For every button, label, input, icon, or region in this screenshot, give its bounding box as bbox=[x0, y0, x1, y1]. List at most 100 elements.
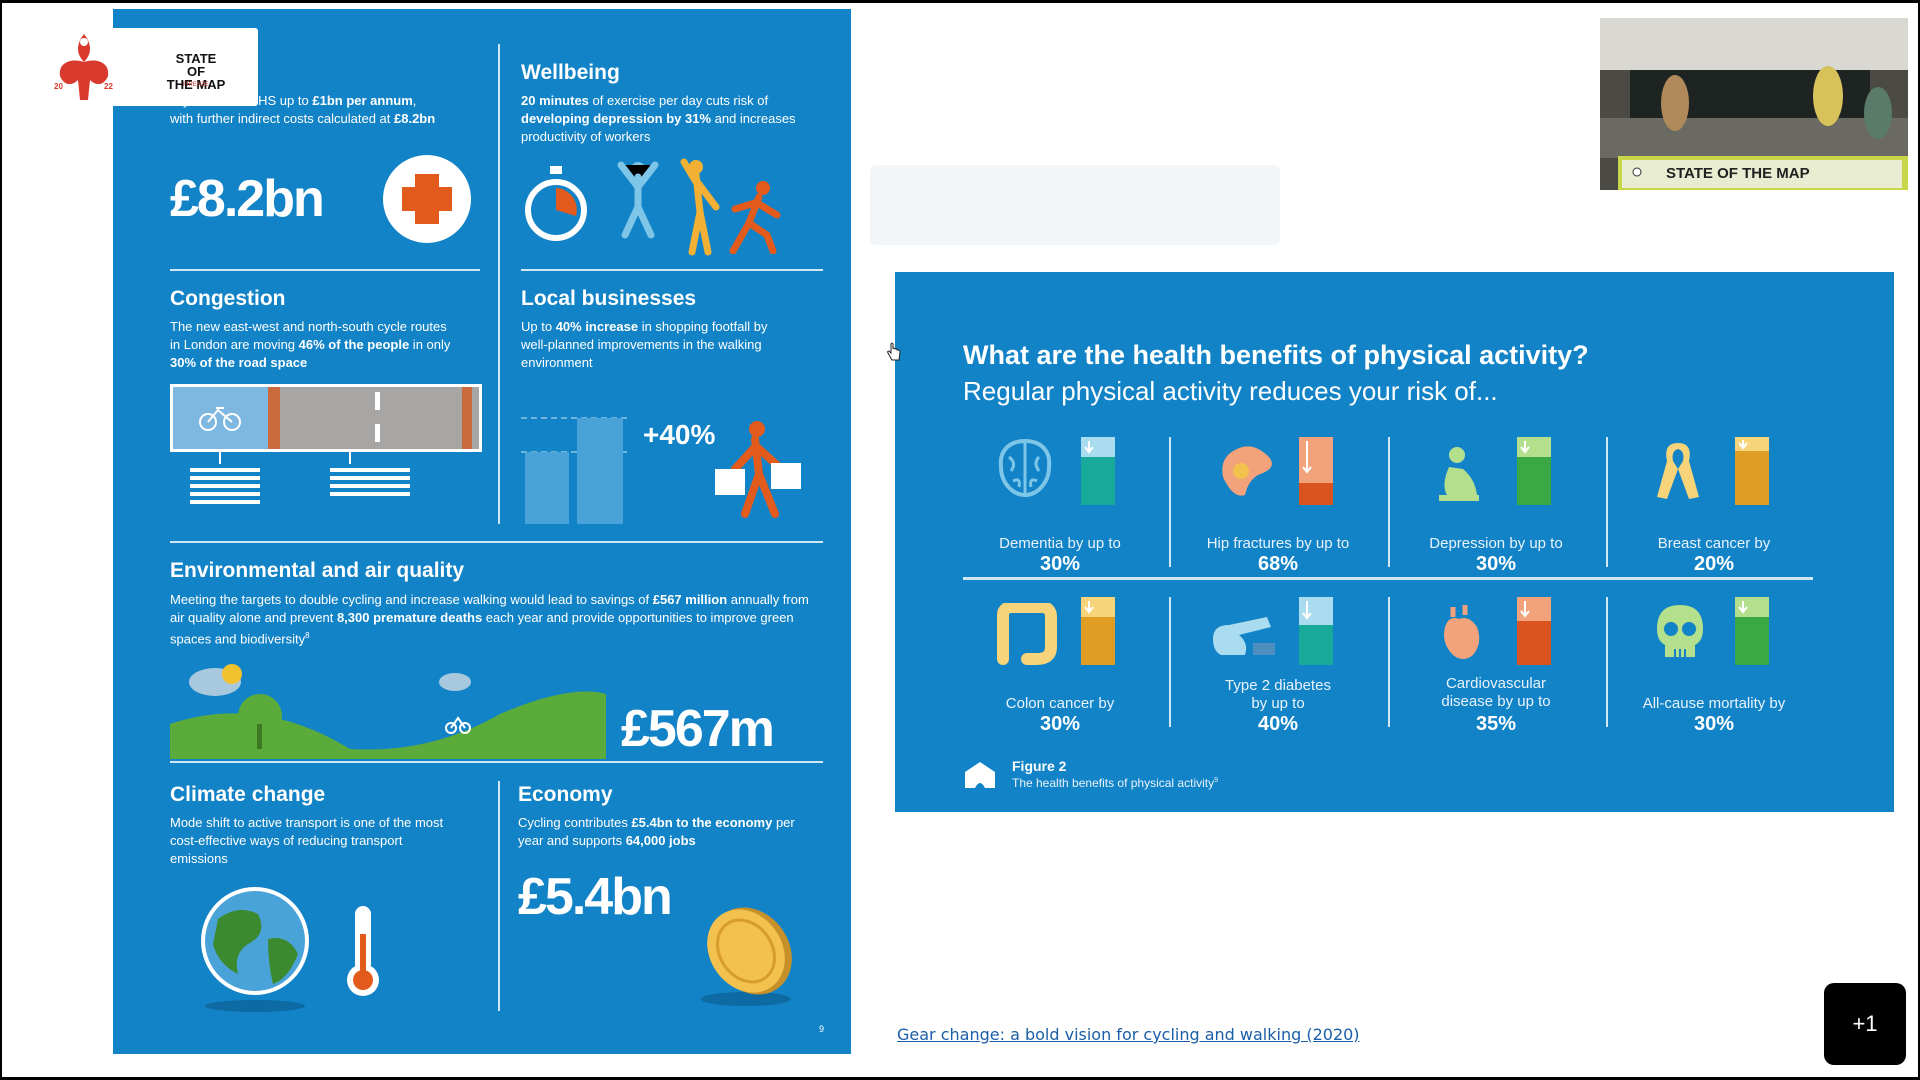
figure-caption: The health benefits of physical activity… bbox=[1012, 776, 1219, 790]
benefit-percent: 30% bbox=[1475, 553, 1517, 575]
benefit-percent: 30% bbox=[1039, 713, 1081, 735]
column-divider bbox=[1169, 597, 1171, 727]
webcam-banner-text: STATE OF THE MAP bbox=[1666, 165, 1810, 182]
divider bbox=[170, 269, 480, 271]
climate-text: Mode shift to active transport is one of… bbox=[170, 815, 444, 866]
brain-icon bbox=[995, 437, 1055, 504]
divider bbox=[170, 541, 823, 543]
hip-icon bbox=[1213, 437, 1279, 508]
divider bbox=[521, 269, 823, 271]
benefit-tile-cardiovascular: Cardiovascular disease by up to 35% bbox=[1391, 597, 1601, 752]
infographic-page: vity costs the NHS up to £1bn per annum,… bbox=[113, 9, 851, 1054]
benefit-percent: 20% bbox=[1693, 553, 1735, 575]
ghost-bar bbox=[870, 165, 1280, 245]
benefit-label: Cardiovascular disease by up to bbox=[1441, 675, 1551, 710]
column-divider bbox=[1606, 437, 1608, 567]
benefit-tile-depression: Depression by up to 30% bbox=[1391, 437, 1601, 592]
landscape-graphic bbox=[170, 654, 606, 764]
benefit-percent: 30% bbox=[1693, 713, 1735, 735]
logo-wordmark: STATE OF THE MAP bbox=[166, 51, 226, 92]
benefit-tile-dementia: Dementia by up to 30% bbox=[955, 437, 1165, 592]
congestion-title: Congestion bbox=[170, 287, 286, 310]
ribbon-icon bbox=[1653, 439, 1703, 508]
benefit-percent: 68% bbox=[1257, 553, 1299, 575]
slide-subtitle: Regular physical activity reduces your r… bbox=[963, 376, 1498, 406]
benefit-label: All-cause mortality by bbox=[1642, 695, 1786, 712]
heart-icon bbox=[1439, 603, 1485, 668]
risk-bar bbox=[1517, 597, 1551, 665]
economy-figure: £5.4bn bbox=[518, 868, 673, 926]
risk-bar bbox=[1735, 597, 1769, 665]
state-of-the-map-logo: 20 22 STATE OF THE MAP FIRENZE bbox=[30, 28, 258, 106]
right-border bbox=[1918, 0, 1920, 1080]
running-person-icon bbox=[725, 179, 785, 259]
depression-icon bbox=[1435, 445, 1485, 510]
benefit-tile-hip-fractures: Hip fractures by up to 68% bbox=[1173, 437, 1383, 592]
logo-year-right: 22 bbox=[104, 82, 113, 91]
logo-subtitle: FIRENZE bbox=[183, 82, 209, 88]
road-space-graphic bbox=[170, 384, 482, 509]
webcam-video[interactable]: STATE OF THE MAP bbox=[1600, 18, 1908, 190]
column-divider bbox=[498, 781, 500, 1011]
column-divider bbox=[498, 44, 500, 524]
benefit-tile-all-cause-mortality: All-cause mortality by 30% bbox=[1609, 597, 1819, 752]
shopper-icon bbox=[713, 419, 803, 524]
left-border bbox=[0, 0, 2, 1080]
bottom-border bbox=[0, 1077, 1920, 1080]
risk-bar bbox=[1299, 437, 1333, 505]
benefit-label: Depression by up to bbox=[1429, 535, 1563, 552]
coin-icon bbox=[696, 899, 806, 1014]
slide-title: What are the health benefits of physical… bbox=[963, 340, 1589, 370]
climate-title: Climate change bbox=[170, 783, 326, 806]
column-divider bbox=[1388, 437, 1390, 567]
thermometer-icon bbox=[343, 904, 383, 1004]
local-businesses-title: Local businesses bbox=[521, 287, 697, 310]
benefit-tile-breast-cancer: Breast cancer by 20% bbox=[1609, 437, 1819, 592]
benefit-percent: 40% bbox=[1257, 713, 1299, 735]
risk-bar bbox=[1735, 437, 1769, 505]
benefit-percent: 30% bbox=[1039, 553, 1081, 575]
benefit-label: Type 2 diabetes by up to bbox=[1225, 677, 1331, 712]
benefit-percent: 35% bbox=[1475, 713, 1517, 735]
top-border bbox=[0, 0, 1920, 3]
economy-title: Economy bbox=[518, 783, 613, 806]
ghost-heading bbox=[870, 22, 878, 56]
column-divider bbox=[1388, 597, 1390, 727]
wellbeing-title: Wellbeing bbox=[521, 61, 620, 84]
environment-text: Meeting the targets to double cycling an… bbox=[170, 592, 809, 647]
plus-one-button[interactable]: +1 bbox=[1824, 983, 1906, 1065]
gear-change-link[interactable]: Gear change: a bold vision for cycling a… bbox=[897, 1025, 1360, 1044]
benefit-label: Hip fractures by up to bbox=[1206, 535, 1350, 552]
local-businesses-text: Up to 40% increase in shopping footfall … bbox=[521, 319, 768, 370]
wellbeing-text: 20 minutes of exercise per day cuts risk… bbox=[521, 93, 796, 144]
benefit-label: Breast cancer by bbox=[1657, 535, 1771, 552]
environment-figure: £567m bbox=[621, 700, 775, 758]
congestion-text: The new east-west and north-south cycle … bbox=[170, 319, 451, 370]
risk-bar bbox=[1081, 437, 1115, 505]
logo-year-left: 20 bbox=[54, 82, 63, 91]
colon-icon bbox=[993, 601, 1059, 674]
benefit-tile-colon-cancer: Colon cancer by 30% bbox=[955, 597, 1165, 752]
fleur-de-lis-icon bbox=[48, 30, 120, 111]
stopwatch-icon bbox=[521, 164, 591, 249]
medical-cross-icon bbox=[382, 154, 472, 244]
nhs-cost-figure: £8.2bn bbox=[170, 170, 325, 228]
risk-bar bbox=[1517, 437, 1551, 505]
environment-title: Environmental and air quality bbox=[170, 559, 465, 582]
page-number: 9 bbox=[819, 1024, 825, 1034]
figure-title: Figure 2 bbox=[1012, 758, 1067, 774]
skull-icon bbox=[1651, 601, 1709, 668]
diabetes-icon bbox=[1209, 603, 1279, 668]
column-divider bbox=[1169, 437, 1171, 567]
risk-bar bbox=[1299, 597, 1333, 665]
row-divider bbox=[963, 577, 1813, 580]
column-divider bbox=[1606, 597, 1608, 727]
stretching-person-icon bbox=[613, 159, 663, 244]
hand-cursor-icon bbox=[886, 342, 902, 367]
footfall-bars bbox=[521, 414, 631, 529]
economy-text: Cycling contributes £5.4bn to the econom… bbox=[518, 815, 795, 848]
benefit-label: Dementia by up to bbox=[999, 535, 1121, 552]
globe-icon bbox=[198, 884, 313, 1019]
health-benefits-slide: What are the health benefits of physical… bbox=[895, 272, 1894, 812]
benefit-label: Colon cancer by bbox=[1005, 695, 1115, 712]
